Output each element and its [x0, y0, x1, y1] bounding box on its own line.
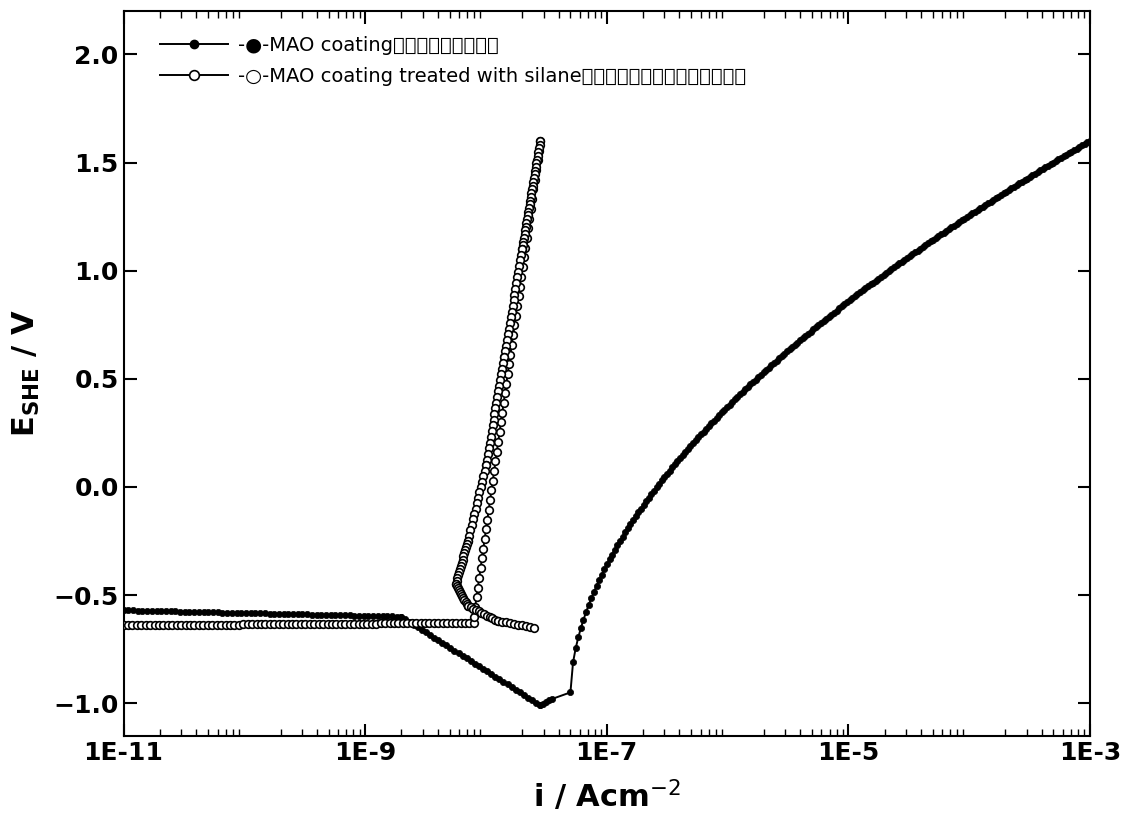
Legend: -●-MAO coating　（微弧氧化涂层）, -○-MAO coating treated with silane　（封孔处理的微弧氧化涂层）: -●-MAO coating （微弧氧化涂层）, -○-MAO coating … — [153, 28, 754, 93]
X-axis label: i / Acm$^{-2}$: i / Acm$^{-2}$ — [533, 779, 680, 814]
Y-axis label: E$_{\mathregular{SHE}}$ / V: E$_{\mathregular{SHE}}$ / V — [11, 309, 42, 437]
